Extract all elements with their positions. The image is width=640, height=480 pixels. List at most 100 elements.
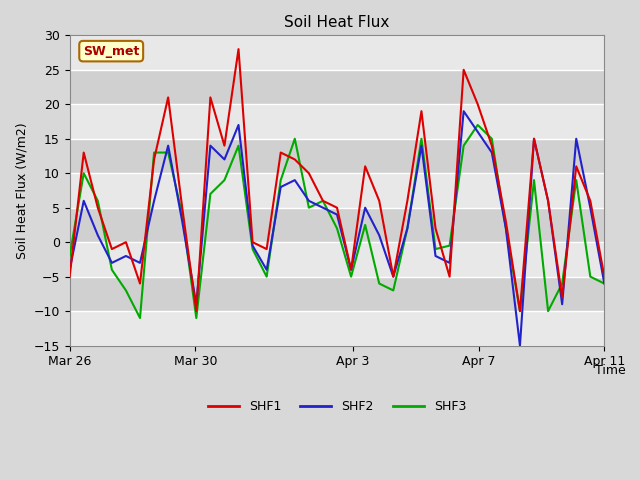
SHF1	[376, 198, 383, 204]
SHF3	[404, 226, 412, 231]
SHF3	[277, 177, 285, 183]
SHF2	[558, 301, 566, 307]
SHF1	[249, 240, 257, 245]
Bar	[70, 208, 604, 242]
SHF3	[362, 222, 369, 228]
Line: SHF3: SHF3	[70, 125, 604, 318]
SHF2	[530, 136, 538, 142]
SHF1	[516, 308, 524, 314]
SHF1	[235, 46, 243, 52]
SHF2	[291, 177, 299, 183]
SHF2	[94, 232, 102, 238]
SHF2	[572, 136, 580, 142]
SHF2	[179, 218, 186, 224]
SHF1	[600, 274, 608, 279]
Bar	[70, 311, 604, 346]
SHF1	[94, 205, 102, 211]
SHF3	[305, 205, 313, 211]
SHF1	[460, 67, 467, 72]
SHF3	[431, 246, 439, 252]
SHF2	[516, 343, 524, 348]
SHF2	[445, 260, 453, 266]
SHF2	[122, 253, 130, 259]
SHF3	[390, 288, 397, 293]
SHF3	[263, 274, 271, 279]
SHF1	[207, 95, 214, 100]
SHF3	[516, 308, 524, 314]
SHF3	[136, 315, 144, 321]
SHF3	[80, 170, 88, 176]
SHF2	[404, 226, 412, 231]
SHF1	[362, 164, 369, 169]
SHF2	[263, 267, 271, 273]
SHF1	[263, 246, 271, 252]
SHF2	[474, 129, 481, 135]
SHF1	[164, 95, 172, 100]
SHF2	[376, 232, 383, 238]
SHF1	[544, 198, 552, 204]
SHF3	[488, 136, 495, 142]
SHF3	[207, 191, 214, 197]
SHF1	[122, 240, 130, 245]
SHF2	[362, 205, 369, 211]
SHF2	[390, 274, 397, 279]
SHF1	[277, 150, 285, 156]
SHF3	[586, 274, 594, 279]
SHF3	[530, 177, 538, 183]
SHF3	[348, 274, 355, 279]
SHF2	[136, 260, 144, 266]
SHF3	[544, 308, 552, 314]
SHF2	[544, 198, 552, 204]
SHF1	[390, 274, 397, 279]
SHF2	[305, 198, 313, 204]
SHF1	[80, 150, 88, 156]
SHF2	[235, 122, 243, 128]
Legend: SHF1, SHF2, SHF3: SHF1, SHF2, SHF3	[203, 396, 471, 418]
SHF3	[502, 226, 509, 231]
SHF2	[460, 108, 467, 114]
SHF2	[108, 260, 116, 266]
SHF3	[558, 281, 566, 287]
SHF3	[572, 177, 580, 183]
SHF1	[150, 156, 158, 162]
SHF1	[305, 170, 313, 176]
Line: SHF2: SHF2	[70, 111, 604, 346]
Bar	[70, 70, 604, 104]
SHF3	[249, 246, 257, 252]
SHF1	[179, 205, 186, 211]
SHF1	[66, 274, 74, 279]
SHF3	[460, 143, 467, 148]
SHF1	[572, 164, 580, 169]
SHF2	[150, 198, 158, 204]
SHF2	[348, 267, 355, 273]
Bar	[70, 36, 604, 70]
SHF3	[164, 150, 172, 156]
SHF3	[333, 226, 341, 231]
SHF1	[502, 218, 509, 224]
SHF3	[122, 288, 130, 293]
Y-axis label: Soil Heat Flux (W/m2): Soil Heat Flux (W/m2)	[15, 122, 28, 259]
SHF3	[418, 136, 426, 142]
Bar	[70, 139, 604, 173]
SHF1	[418, 108, 426, 114]
Title: Soil Heat Flux: Soil Heat Flux	[284, 15, 390, 30]
SHF1	[291, 156, 299, 162]
SHF2	[319, 205, 327, 211]
SHF2	[193, 301, 200, 307]
Bar	[70, 173, 604, 208]
Bar	[70, 104, 604, 139]
SHF3	[221, 177, 228, 183]
SHF3	[474, 122, 481, 128]
Bar	[70, 242, 604, 276]
SHF3	[291, 136, 299, 142]
SHF2	[221, 156, 228, 162]
SHF1	[404, 198, 412, 204]
SHF3	[66, 253, 74, 259]
Bar	[70, 276, 604, 311]
Text: SW_met: SW_met	[83, 45, 140, 58]
SHF3	[235, 143, 243, 148]
SHF1	[108, 246, 116, 252]
SHF2	[502, 226, 509, 231]
X-axis label: Time: Time	[595, 364, 626, 377]
SHF2	[600, 281, 608, 287]
